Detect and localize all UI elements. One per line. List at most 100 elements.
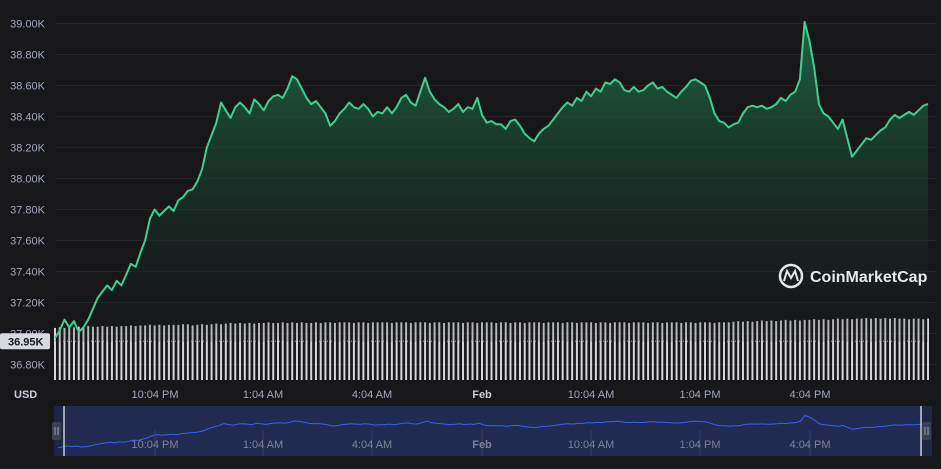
- coinmarketcap-logo-icon: [778, 263, 804, 289]
- navigator-left-handle[interactable]: [52, 422, 61, 440]
- x-axis: 10:04 PM 1:04 AM 4:04 AM Feb 10:04 AM 1:04 PM…: [131, 389, 830, 401]
- navigator-tick-label: 10:04 AM: [568, 439, 614, 451]
- volume-bar: [267, 322, 270, 380]
- y-tick-label: 39.00K: [10, 19, 46, 31]
- volume-bar: [495, 322, 498, 380]
- volume-bar: [784, 319, 787, 380]
- volume-bar: [794, 319, 797, 380]
- navigator-right-handle[interactable]: [922, 422, 931, 440]
- volume-bar: [87, 326, 90, 380]
- volume-bar: [779, 320, 782, 380]
- volume-bar: [106, 326, 109, 380]
- volume-bar: [376, 322, 379, 380]
- volume-bar: [381, 322, 384, 380]
- volume-bar: [832, 319, 835, 380]
- volume-bar: [348, 322, 351, 380]
- volume-bar: [120, 326, 123, 380]
- y-axis: 39.00K 38.80K 38.60K 38.40K 38.20K 38.00K 37.8…: [10, 19, 46, 372]
- volume-bar: [428, 322, 431, 380]
- volume-bar: [333, 322, 336, 380]
- volume-bar: [129, 325, 132, 380]
- volume-bar: [54, 327, 56, 380]
- navigator-selection[interactable]: [64, 406, 921, 456]
- x-tick-label: Feb: [472, 389, 492, 401]
- volume-bar: [343, 322, 346, 380]
- x-tick-label: 4:04 AM: [352, 389, 392, 401]
- volume-bar: [101, 326, 104, 380]
- volume-bar: [704, 322, 707, 380]
- volume-bar: [485, 322, 488, 380]
- volume-bar: [196, 324, 199, 380]
- volume-bar: [808, 319, 811, 380]
- volume-bar: [884, 318, 887, 380]
- volume-bar: [371, 322, 374, 380]
- volume-bar: [134, 326, 137, 380]
- volume-bar: [499, 322, 502, 380]
- volume-bar: [841, 319, 844, 380]
- y-tick-label: 38.60K: [10, 81, 46, 93]
- volume-bar: [409, 322, 412, 380]
- volume-bar: [276, 322, 279, 380]
- price-line: [54, 20, 929, 339]
- volume-bar: [96, 326, 99, 380]
- volume-bar: [689, 322, 692, 380]
- volume-bar: [367, 322, 370, 380]
- volume-bar: [110, 326, 113, 380]
- volume-bar: [912, 318, 915, 380]
- volume-bar: [927, 318, 929, 380]
- volume-bar: [115, 326, 118, 380]
- volume-bar: [685, 322, 688, 380]
- volume-bar: [575, 322, 578, 380]
- volume-bar: [167, 324, 170, 380]
- volume-bar: [447, 322, 450, 380]
- volume-bar: [770, 320, 773, 380]
- volume-bar: [457, 322, 460, 380]
- volume-bar: [803, 319, 806, 380]
- volume-bar: [865, 318, 868, 380]
- volume-bar: [798, 320, 801, 380]
- volume-bar: [732, 321, 735, 380]
- volume-bar: [609, 322, 612, 380]
- volume-bar: [751, 321, 754, 380]
- volume-bar: [234, 323, 237, 380]
- volume-bar: [827, 319, 830, 380]
- volume-bar: [424, 322, 427, 380]
- y-tick-label: 37.40K: [10, 267, 46, 279]
- volume-bar: [556, 322, 559, 380]
- volume-bar: [765, 321, 768, 380]
- volume-bar: [922, 319, 925, 380]
- volume-bar: [405, 322, 408, 380]
- volume-bar: [58, 327, 61, 380]
- range-navigator[interactable]: 10:04 PM 1:04 AM 4:04 AM Feb 10:04 AM 1:04 PM…: [52, 406, 932, 456]
- volume-bar: [82, 327, 85, 380]
- volume-bar: [670, 322, 673, 380]
- volume-bar: [443, 322, 446, 380]
- volume-bar: [305, 322, 308, 380]
- volume-bar: [746, 321, 749, 380]
- volume-bar: [177, 324, 180, 380]
- volume-bar: [566, 322, 569, 380]
- volume-bar: [694, 322, 697, 380]
- volume-bar: [272, 322, 275, 380]
- volume-bar: [518, 322, 521, 380]
- volume-bar: [713, 322, 716, 380]
- volume-bar: [552, 322, 555, 380]
- y-tick-label: 37.60K: [10, 236, 46, 248]
- volume-bar: [400, 322, 403, 380]
- volume-bar: [889, 318, 892, 380]
- volume-bar: [898, 318, 901, 380]
- volume-bar: [77, 326, 80, 380]
- x-tick-label: 10:04 PM: [131, 389, 178, 401]
- volume-bar: [462, 322, 465, 380]
- currency-label: USD: [14, 389, 37, 401]
- volume-bar: [718, 322, 721, 380]
- y-tick-label: 38.00K: [10, 174, 46, 186]
- coinmarketcap-watermark: CoinMarketCap: [778, 263, 928, 289]
- volume-bar: [741, 321, 744, 380]
- volume-bar: [210, 324, 213, 380]
- volume-bar: [870, 318, 873, 380]
- volume-bar: [666, 322, 669, 380]
- volume-bar: [205, 324, 208, 380]
- volume-bar: [125, 326, 128, 380]
